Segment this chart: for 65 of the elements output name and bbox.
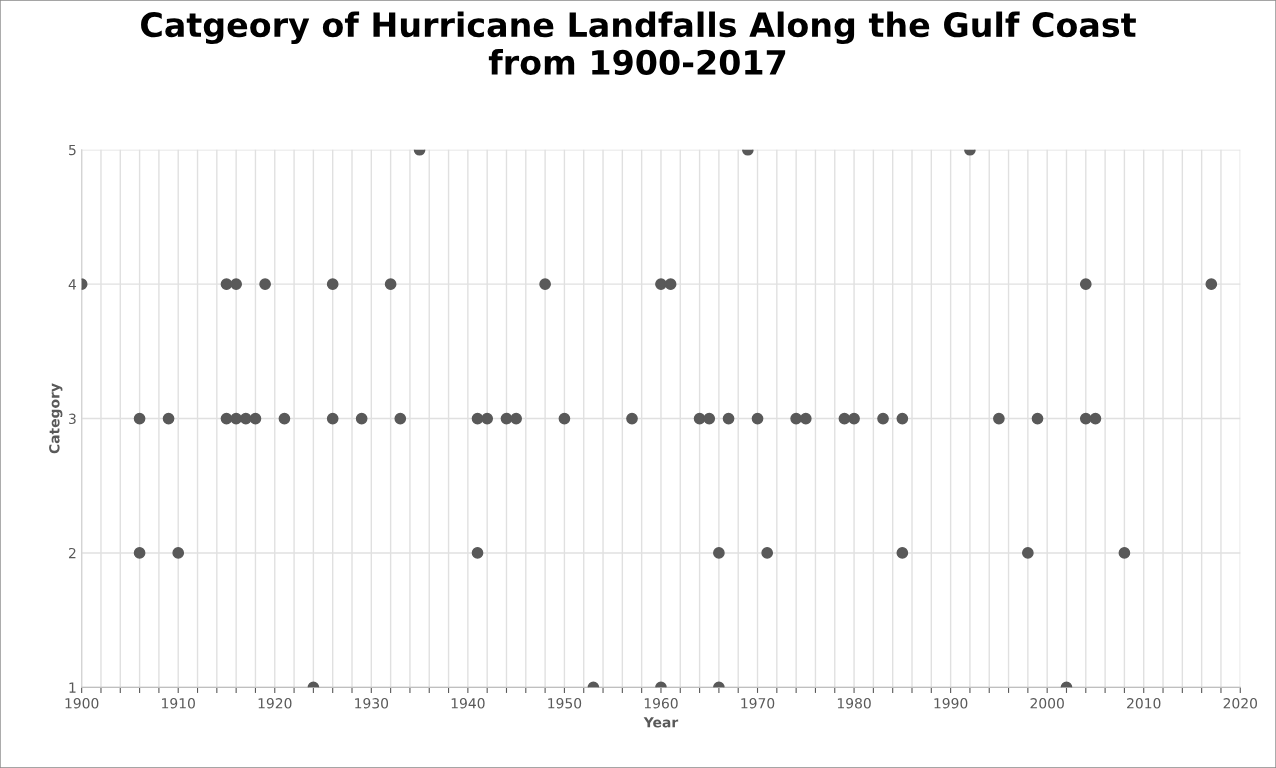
point bbox=[693, 412, 706, 425]
point bbox=[259, 278, 271, 291]
point bbox=[664, 278, 677, 291]
point bbox=[896, 412, 909, 425]
point bbox=[133, 547, 146, 559]
point bbox=[394, 412, 407, 425]
point bbox=[655, 278, 667, 291]
point bbox=[790, 412, 802, 425]
point bbox=[230, 278, 242, 291]
point bbox=[751, 412, 764, 425]
point bbox=[133, 412, 146, 425]
x-tick-label: 2020 bbox=[1223, 698, 1258, 709]
point bbox=[848, 412, 860, 425]
point bbox=[1205, 278, 1218, 291]
point bbox=[558, 412, 571, 425]
x-tick-label: 1940 bbox=[451, 698, 485, 709]
y-tick-label: 3 bbox=[69, 413, 76, 425]
point bbox=[713, 547, 725, 559]
point bbox=[172, 547, 185, 559]
point bbox=[1118, 547, 1131, 559]
point bbox=[249, 412, 262, 425]
point bbox=[838, 412, 851, 425]
point bbox=[1089, 412, 1102, 425]
point bbox=[220, 278, 233, 291]
point bbox=[626, 412, 638, 425]
point bbox=[326, 412, 339, 425]
point bbox=[278, 412, 291, 425]
x-tick-label: 1970 bbox=[741, 698, 775, 709]
point bbox=[1079, 412, 1092, 425]
x-axis-title: Year bbox=[643, 717, 679, 728]
x-tick-label: 1960 bbox=[644, 698, 678, 709]
point bbox=[722, 412, 735, 425]
point bbox=[1022, 547, 1034, 559]
y-axis-title: Category bbox=[49, 383, 63, 454]
point bbox=[539, 278, 551, 291]
point bbox=[481, 412, 494, 425]
x-tick-label: 1920 bbox=[258, 698, 292, 709]
y-tick-label: 5 bbox=[69, 144, 76, 156]
x-tick-label: 2010 bbox=[1127, 698, 1161, 709]
point bbox=[703, 412, 716, 425]
x-tick-label: 1990 bbox=[934, 698, 968, 709]
point bbox=[761, 547, 774, 559]
x-tick-label: 1930 bbox=[355, 698, 389, 709]
point bbox=[896, 547, 909, 559]
point bbox=[326, 278, 339, 291]
x-tick-label: 1900 bbox=[65, 698, 99, 709]
x-tick-label: 1980 bbox=[837, 698, 871, 709]
point bbox=[993, 412, 1005, 425]
chart-title: Catgeory of Hurricane Landfalls Along the Gulf Coast from 1900-2017 bbox=[141, 11, 1136, 75]
point bbox=[1031, 412, 1044, 425]
point bbox=[510, 412, 522, 425]
y-tick-label: 4 bbox=[68, 279, 77, 290]
x-tick-label: 1910 bbox=[162, 698, 195, 709]
point bbox=[1079, 278, 1092, 291]
y-tick-label: 1 bbox=[69, 682, 76, 693]
point bbox=[471, 547, 484, 559]
x-tick-label: 2000 bbox=[1030, 698, 1064, 709]
point bbox=[355, 412, 368, 425]
point bbox=[162, 412, 175, 425]
point bbox=[877, 412, 889, 425]
point bbox=[471, 412, 484, 425]
point bbox=[230, 412, 242, 425]
x-tick-label: 1950 bbox=[548, 698, 582, 709]
point bbox=[384, 278, 397, 291]
y-tick-label: 2 bbox=[68, 547, 76, 559]
